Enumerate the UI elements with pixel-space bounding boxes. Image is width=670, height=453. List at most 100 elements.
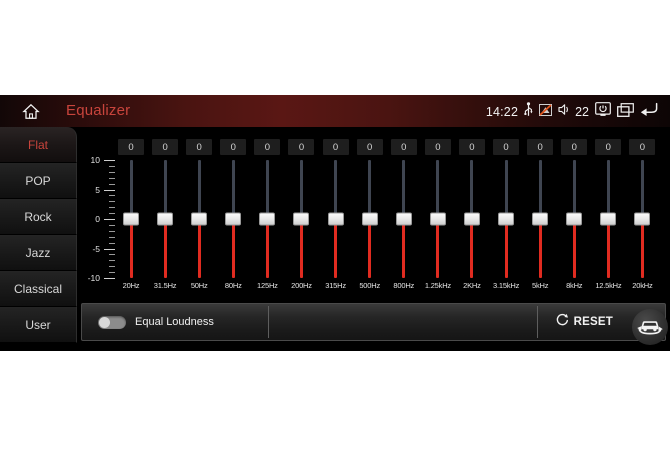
band-value[interactable]: 0 (424, 139, 451, 155)
back-arrow-icon[interactable] (640, 102, 658, 122)
band-slider[interactable] (425, 160, 451, 278)
slider-track-lower (197, 219, 201, 278)
slider-track-upper (640, 160, 644, 219)
equal-loudness-control[interactable]: Equal Loudness (98, 304, 214, 340)
slider-knob[interactable] (463, 212, 480, 226)
band-slider[interactable] (186, 160, 212, 278)
band-value[interactable]: 0 (118, 139, 144, 155)
preset-label: Flat (27, 137, 48, 152)
slider-knob[interactable] (498, 212, 515, 226)
sidebar-item-classical[interactable]: Classical (0, 271, 77, 307)
frequency-label: 800Hz (393, 281, 415, 290)
preset-sidebar: Flat POP Rock Jazz Classical User (0, 127, 77, 351)
sidebar-item-flat[interactable]: Flat (0, 127, 77, 163)
band-value[interactable]: 0 (356, 139, 383, 155)
sidebar-item-rock[interactable]: Rock (0, 199, 77, 235)
band-slider[interactable] (152, 160, 178, 278)
slider-track-upper (402, 160, 406, 219)
speaker-icon (558, 103, 571, 121)
band-slider[interactable] (561, 160, 587, 278)
sidebar-item-jazz[interactable]: Jazz (0, 235, 77, 271)
band-slider[interactable] (459, 160, 485, 278)
equal-loudness-toggle[interactable] (98, 315, 126, 329)
slider-knob[interactable] (600, 212, 617, 226)
slider-track-lower (368, 219, 372, 278)
frequency-label: 200Hz (291, 281, 312, 290)
slider-track-upper (197, 160, 201, 219)
band-slider[interactable] (595, 160, 621, 278)
slider-track-lower (163, 219, 167, 278)
band-value[interactable]: 0 (595, 139, 622, 155)
slider-track-lower (572, 219, 576, 278)
slider-track-upper (334, 160, 338, 219)
slider-knob[interactable] (293, 212, 310, 226)
refresh-circle-icon (556, 313, 569, 331)
slider-knob[interactable] (532, 212, 549, 226)
slider-track-upper (538, 160, 542, 219)
slider-knob[interactable] (157, 212, 174, 226)
slider-knob[interactable] (429, 212, 446, 226)
band-value[interactable]: 0 (561, 139, 588, 155)
band-slider[interactable] (323, 160, 349, 278)
slider-track-upper (231, 160, 235, 219)
slider-knob[interactable] (225, 212, 242, 226)
band-value[interactable]: 0 (288, 139, 315, 155)
band-slider[interactable] (391, 160, 417, 278)
slider-knob[interactable] (123, 212, 139, 226)
equalizer-panel: 0 0 0 0 0 0 0 0 0 0 0 0 0 0 0 0 (77, 127, 670, 351)
slider-track-upper (504, 160, 508, 219)
page-title: Equalizer (66, 102, 131, 119)
slider-knob[interactable] (191, 212, 208, 226)
slider-track-upper (470, 160, 474, 219)
frequency-label: 20Hz (122, 281, 140, 290)
sidebar-item-pop[interactable]: POP (0, 163, 77, 199)
toolbar-divider-right (537, 306, 538, 338)
car-soundstage-button[interactable] (632, 309, 668, 345)
band-value[interactable]: 0 (220, 139, 247, 155)
slider-track-lower (299, 219, 303, 278)
slider-knob[interactable] (566, 212, 583, 226)
slider-track-upper (368, 160, 372, 219)
slider-track-upper (436, 160, 440, 219)
band-value[interactable]: 0 (458, 139, 485, 155)
band-slider[interactable] (288, 160, 314, 278)
band-value[interactable]: 0 (629, 139, 656, 155)
band-slider[interactable] (357, 160, 383, 278)
band-slider[interactable] (220, 160, 246, 278)
multi-window-icon[interactable] (617, 102, 634, 122)
band-value[interactable]: 0 (322, 139, 349, 155)
slider-track-lower (640, 219, 644, 278)
band-value[interactable]: 0 (186, 139, 213, 155)
power-monitor-icon[interactable] (595, 102, 611, 122)
slider-knob[interactable] (361, 212, 378, 226)
status-clock: 14:22 (485, 105, 519, 119)
band-slider[interactable] (118, 160, 144, 278)
sidebar-item-user[interactable]: User (0, 307, 77, 343)
band-slider[interactable] (629, 160, 655, 278)
preset-label: User (25, 317, 51, 332)
band-value[interactable]: 0 (390, 139, 417, 155)
band-value[interactable]: 0 (254, 139, 281, 155)
slider-knob[interactable] (395, 212, 412, 226)
scale-label: 10 (90, 155, 100, 165)
slider-knob[interactable] (327, 212, 344, 226)
slider-knob[interactable] (634, 212, 651, 226)
slider-track-upper (299, 160, 303, 219)
slider-track-lower (402, 219, 406, 278)
app-header: Equalizer 14:22 (0, 95, 670, 127)
car-soundstage-icon (636, 312, 664, 343)
band-slider[interactable] (527, 160, 553, 278)
frequency-label: 80Hz (224, 281, 242, 290)
band-value[interactable]: 0 (493, 139, 520, 155)
slider-track-lower (129, 219, 133, 278)
home-icon[interactable] (22, 103, 40, 120)
band-value[interactable]: 0 (152, 139, 179, 155)
band-value[interactable]: 0 (527, 139, 554, 155)
slider-track-upper (606, 160, 610, 219)
slider-track-lower (504, 219, 508, 278)
reset-button[interactable]: RESET (556, 304, 653, 340)
band-slider[interactable] (493, 160, 519, 278)
signal-disabled-icon (539, 103, 553, 121)
band-slider[interactable] (254, 160, 280, 278)
slider-knob[interactable] (259, 212, 276, 226)
